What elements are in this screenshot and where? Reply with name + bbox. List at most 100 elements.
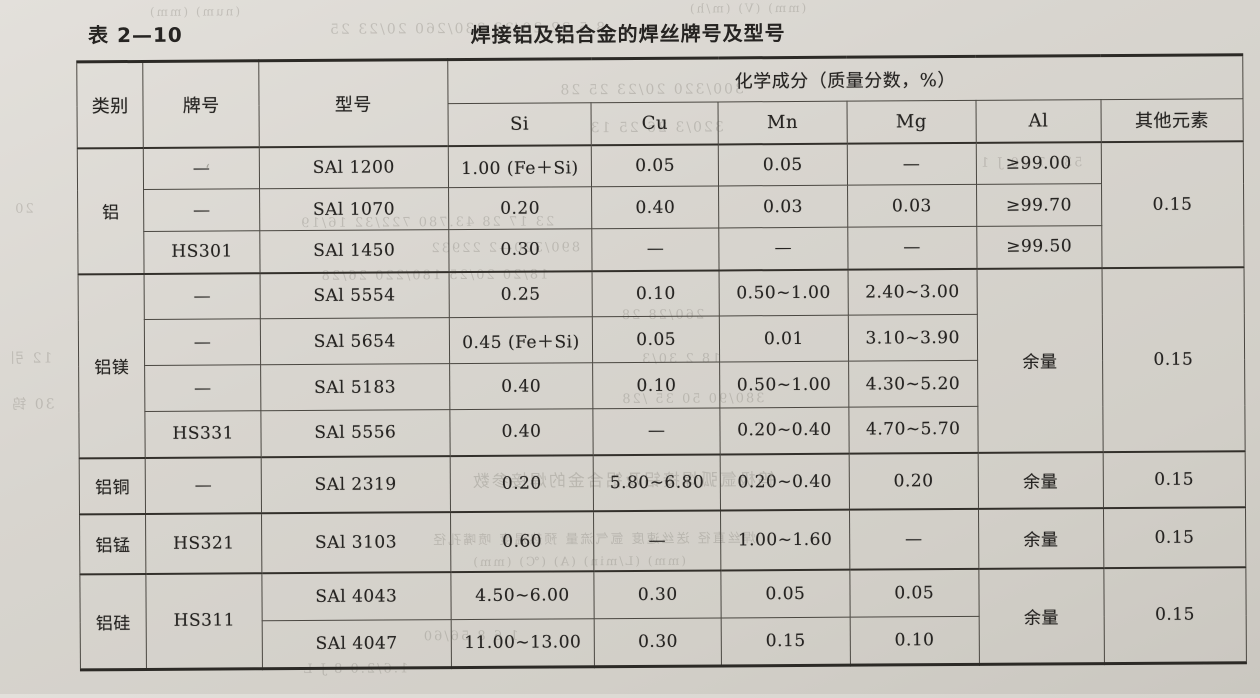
ghost-bleedthrough-text: (mm) (V) (m/h) <box>687 0 807 16</box>
cell-al: 余量 <box>978 567 1105 665</box>
cell-cu: — <box>593 509 722 571</box>
cell-al: 余量 <box>976 267 1103 453</box>
cell-si: 11.00~13.00 <box>450 618 595 668</box>
cell-mn: 0.05 <box>721 569 850 618</box>
cell-cu: 0.05 <box>591 143 719 187</box>
table-row: 铝锰 HS321 SAl 3103 0.60 — 1.00~1.60 — 余量 … <box>79 506 1246 574</box>
cell-model: SAl 1070 <box>259 187 449 231</box>
table-row: HS301 SAl 1450 0.30 — — — ≥99.50 <box>78 225 1244 274</box>
cell-brand: HS331 <box>145 410 262 458</box>
cell-mg: — <box>847 226 977 270</box>
cell-al: 余量 <box>978 451 1104 509</box>
cell-mg: 0.03 <box>847 184 977 228</box>
cell-model: SAl 5556 <box>260 409 450 457</box>
cell-mn: 0.20~0.40 <box>720 453 850 510</box>
col-header-si: Si <box>447 102 592 146</box>
cell-al: ≥99.70 <box>976 183 1102 227</box>
cell-brand: — <box>144 318 261 366</box>
cell-mg: 3.10~3.90 <box>847 314 978 362</box>
cell-brand: — <box>143 188 260 232</box>
cell-cu: 0.10 <box>592 361 721 409</box>
table-row: 铝 — SAl 1200 1.00 (Fe＋Si) 0.05 0.05 — ≥9… <box>77 140 1245 274</box>
cell-category: 铝硅 <box>79 573 147 670</box>
cell-mg: — <box>849 508 979 570</box>
cell-mg: 2.40~3.00 <box>847 268 978 316</box>
cell-brand: HS311 <box>146 572 263 670</box>
table-row: — SAl 1070 0.20 0.40 0.03 0.03 ≥99.70 <box>78 183 1244 232</box>
cell-cu: — <box>593 407 721 455</box>
cell-mn: — <box>719 227 848 270</box>
ghost-bleedthrough-text: 20 <box>13 201 34 217</box>
cell-si: 0.25 <box>448 270 593 318</box>
ghost-bleedthrough-text: (num) (mm) <box>147 4 241 19</box>
cell-si: 0.30 <box>448 228 593 272</box>
col-header-mn: Mn <box>718 101 847 144</box>
table-number-label: 表 2—10 <box>88 22 183 48</box>
cell-mg: 4.70~5.70 <box>848 406 979 454</box>
cell-brand: — <box>143 146 260 190</box>
cell-model: SAl 5554 <box>259 271 450 319</box>
cell-brand: HS301 <box>144 230 260 274</box>
col-header-al: Al <box>975 99 1101 143</box>
cell-si: 4.50~6.00 <box>450 570 595 620</box>
cell-model: SAl 1200 <box>259 145 449 189</box>
cell-mg: 4.30~5.20 <box>848 360 978 408</box>
cell-model: SAl 4043 <box>261 571 451 621</box>
cell-al: ≥99.50 <box>976 225 1102 269</box>
cell-si: 0.60 <box>450 510 595 572</box>
cell-si: 1.00 (Fe＋Si) <box>448 144 592 188</box>
cell-model: SAl 2319 <box>261 455 451 513</box>
table-row: 铝铜 — SAl 2319 0.20 5.80~6.80 0.20~0.40 0… <box>79 450 1246 514</box>
cell-model: SAl 1450 <box>259 229 449 273</box>
cell-si: 0.20 <box>448 186 592 230</box>
cell-mg: 0.05 <box>849 568 980 618</box>
cell-cu: 5.80~6.80 <box>593 453 721 511</box>
cell-mg: 0.20 <box>848 452 979 510</box>
cell-others: 0.15 <box>1103 566 1247 664</box>
cell-brand: — <box>145 456 262 514</box>
cell-cu: 0.30 <box>594 617 722 667</box>
cell-mn: 0.15 <box>721 617 850 666</box>
cell-model: SAl 5654 <box>260 317 450 365</box>
col-header-model: 型号 <box>258 59 449 147</box>
cell-cu: 0.10 <box>592 269 720 317</box>
cell-si: 0.40 <box>449 362 594 410</box>
col-header-brand: 牌号 <box>143 60 260 148</box>
col-header-mg: Mg <box>846 100 977 144</box>
page-title: 焊接铝及铝合金的焊丝牌号及型号 <box>470 21 786 47</box>
cell-al: ≥99.00 <box>976 141 1102 185</box>
header-row-1: 类别 牌号 型号 化学成分（质量分数，%） <box>76 54 1243 148</box>
cell-mg: 0.10 <box>849 616 980 666</box>
cell-cu: 0.05 <box>592 315 720 363</box>
cell-category: 铝锰 <box>79 513 147 574</box>
ghost-bleedthrough-text: 30 钨 <box>10 396 55 413</box>
cell-model: SAl 4047 <box>262 619 452 669</box>
cell-category: 铝 <box>77 147 145 274</box>
cell-mn: 0.01 <box>719 315 849 362</box>
cell-mn: 1.00~1.60 <box>720 509 850 570</box>
cell-category: 铝镁 <box>78 273 146 458</box>
cell-model: SAl 5183 <box>260 363 450 411</box>
cell-mn: 0.20~0.40 <box>720 407 849 454</box>
cell-brand: — <box>145 364 261 412</box>
cell-brand: HS321 <box>145 512 262 574</box>
cell-cu: — <box>591 227 720 271</box>
cell-si: 0.20 <box>449 454 594 512</box>
col-header-composition: 化学成分（质量分数，%） <box>447 54 1243 104</box>
cell-others: 0.15 <box>1102 450 1246 508</box>
cell-mg: — <box>846 142 977 186</box>
cell-cu: 0.40 <box>591 185 720 229</box>
cell-others: 0.15 <box>1101 266 1246 452</box>
col-header-cu: Cu <box>591 101 719 145</box>
ghost-bleedthrough-text: 12 引 <box>8 350 53 367</box>
col-header-others: 其他元素 <box>1100 98 1244 142</box>
cell-model: SAl 3103 <box>261 511 451 573</box>
cell-mn: 0.05 <box>718 143 848 186</box>
table-row: 铝镁 — SAl 5554 0.25 0.10 0.50~1.00 2.40~3… <box>78 266 1246 458</box>
cell-al: 余量 <box>978 507 1104 569</box>
cell-mn: 0.03 <box>718 185 848 228</box>
cell-category: 铝铜 <box>79 457 146 514</box>
cell-si: 0.45 (Fe＋Si) <box>449 316 593 364</box>
col-header-category: 类别 <box>76 61 144 148</box>
